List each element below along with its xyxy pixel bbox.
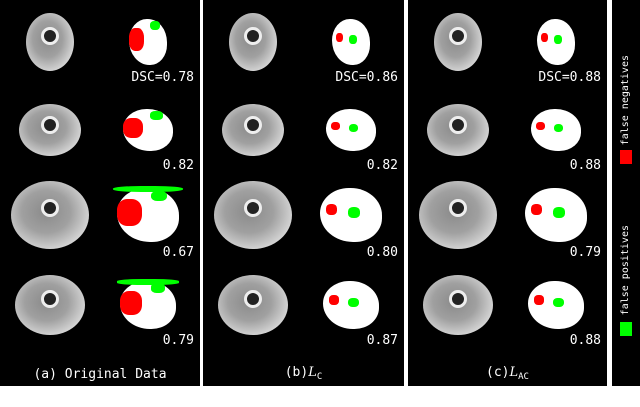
legend-false-negatives: false negatives xyxy=(620,55,631,146)
false-negative-region xyxy=(533,295,544,305)
false-positive-region xyxy=(553,123,564,133)
false-negative-region xyxy=(531,204,543,215)
false-positive-region xyxy=(150,111,163,120)
false-negative-region xyxy=(326,204,338,215)
legend-false-positives: false positives xyxy=(620,225,631,316)
mri-image xyxy=(214,181,292,249)
segmentation xyxy=(528,281,584,329)
bone xyxy=(449,27,467,46)
bone xyxy=(244,290,262,308)
segmentation xyxy=(116,279,180,329)
mri-image xyxy=(423,275,493,335)
loss-subscript: C xyxy=(316,372,323,382)
false-positive-region xyxy=(116,279,180,285)
false-positive-region xyxy=(348,123,359,133)
mri-image xyxy=(218,275,288,335)
dsc-label: 0.82 xyxy=(366,158,398,173)
legend: false negatives false positives xyxy=(612,0,640,386)
mri-image xyxy=(419,181,497,249)
dsc-label: 0.88 xyxy=(569,333,601,348)
false-negative-region xyxy=(116,198,142,226)
dsc-label: 0.82 xyxy=(162,158,194,173)
segmentation xyxy=(536,18,576,66)
loss-subscript: AC xyxy=(518,372,529,382)
loss-symbol: L xyxy=(509,365,519,380)
false-positives-swatch xyxy=(620,322,632,336)
mri-image xyxy=(222,104,284,156)
false-positive-region xyxy=(348,297,360,308)
bone xyxy=(449,290,467,308)
panel-caption: (c)LAC xyxy=(408,365,607,382)
false-positive-region xyxy=(553,297,565,308)
bone xyxy=(41,290,59,308)
mri-image xyxy=(229,13,277,71)
segmentation xyxy=(326,109,376,151)
segmentation xyxy=(323,281,379,329)
false-positive-region xyxy=(347,206,361,218)
mri-image xyxy=(19,104,81,156)
panel-1: DSC=0.86 0.82 0.80 0.87 (b)LC xyxy=(203,0,404,386)
loss-symbol: L xyxy=(308,365,317,380)
false-negative-region xyxy=(540,32,548,42)
bone xyxy=(449,115,467,134)
segmentation xyxy=(531,109,581,151)
false-negative-region xyxy=(331,121,341,130)
segmentation xyxy=(128,18,168,66)
panel-2: DSC=0.88 0.88 0.79 0.88 (c)LAC xyxy=(408,0,607,386)
false-negatives-swatch xyxy=(620,150,632,164)
panel-caption: (a) Original Data xyxy=(33,367,167,382)
false-negative-region xyxy=(123,117,144,139)
mri-image xyxy=(26,13,74,71)
mri-image xyxy=(15,275,85,335)
segmentation xyxy=(123,109,173,151)
false-positive-region xyxy=(113,185,183,193)
false-negative-region xyxy=(536,121,546,130)
false-positive-region xyxy=(150,283,165,293)
dsc-label: 0.79 xyxy=(162,333,194,348)
false-positive-region xyxy=(552,206,566,218)
false-negative-region xyxy=(120,290,143,315)
bone xyxy=(41,115,59,134)
mri-image xyxy=(434,13,482,71)
panel-caption: (b)LC xyxy=(203,365,404,382)
false-negative-region xyxy=(328,295,339,305)
bone xyxy=(41,27,59,46)
dsc-label: DSC=0.86 xyxy=(335,70,398,85)
segmentation xyxy=(524,187,588,243)
bone xyxy=(244,199,262,218)
panel-0: DSC=0.78 0.82 0.67 0.79 (a) Original Data xyxy=(0,0,200,386)
dsc-label: DSC=0.88 xyxy=(538,70,601,85)
bone xyxy=(244,27,262,46)
dsc-label: 0.80 xyxy=(366,245,398,260)
false-positive-region xyxy=(151,190,167,202)
dsc-label: 0.88 xyxy=(569,158,601,173)
caption-prefix: (b) xyxy=(284,365,309,380)
dsc-label: 0.87 xyxy=(366,333,398,348)
segmentation xyxy=(331,18,371,66)
bone xyxy=(449,199,467,218)
false-positive-region xyxy=(149,21,160,31)
bone xyxy=(244,115,262,134)
segmentation xyxy=(319,187,383,243)
false-negative-region xyxy=(335,32,343,42)
bone xyxy=(41,199,59,218)
false-negative-region xyxy=(128,28,145,52)
dsc-label: DSC=0.78 xyxy=(131,70,194,85)
dsc-label: 0.67 xyxy=(162,245,194,260)
segmentation xyxy=(113,185,183,243)
false-positive-region xyxy=(349,35,357,45)
mri-image xyxy=(11,181,89,249)
mri-image xyxy=(427,104,489,156)
dsc-label: 0.79 xyxy=(569,245,601,260)
caption-prefix: (c) xyxy=(486,365,510,380)
false-positive-region xyxy=(554,35,562,45)
